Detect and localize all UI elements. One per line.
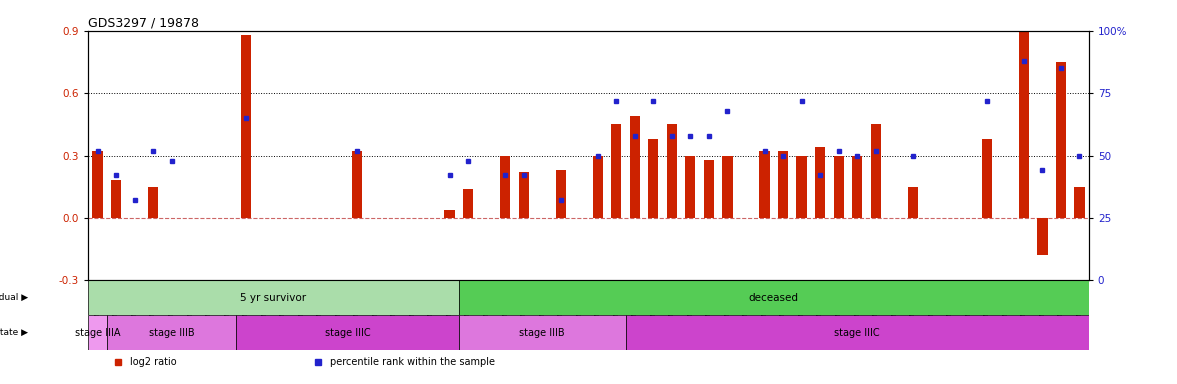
Bar: [852, 156, 863, 218]
Bar: [907, 187, 918, 218]
Bar: [797, 156, 806, 218]
Bar: [667, 124, 677, 218]
Text: log2 ratio: log2 ratio: [131, 357, 177, 367]
Text: deceased: deceased: [749, 293, 799, 303]
Bar: [1037, 218, 1048, 255]
Bar: [630, 116, 640, 218]
Bar: [107, 315, 237, 350]
Bar: [611, 124, 621, 218]
Text: individual ▶: individual ▶: [0, 293, 28, 302]
Text: stage IIIC: stage IIIC: [325, 328, 371, 338]
Bar: [593, 156, 603, 218]
Text: stage IIIB: stage IIIB: [148, 328, 194, 338]
Bar: [88, 315, 107, 350]
Text: percentile rank within the sample: percentile rank within the sample: [331, 357, 496, 367]
Bar: [759, 151, 770, 218]
Text: disease state ▶: disease state ▶: [0, 328, 28, 337]
Text: stage IIIC: stage IIIC: [834, 328, 880, 338]
Bar: [445, 210, 454, 218]
Bar: [833, 156, 844, 218]
Text: stage IIIB: stage IIIB: [519, 328, 565, 338]
Bar: [240, 35, 251, 218]
Bar: [685, 156, 696, 218]
Bar: [723, 156, 732, 218]
Bar: [93, 151, 102, 218]
Bar: [148, 187, 158, 218]
Bar: [1075, 187, 1084, 218]
Bar: [625, 315, 1089, 350]
Bar: [352, 151, 363, 218]
Bar: [111, 180, 121, 218]
Bar: [778, 151, 789, 218]
Bar: [556, 170, 566, 218]
Bar: [1056, 62, 1066, 218]
Bar: [88, 280, 459, 315]
Bar: [519, 172, 528, 218]
Bar: [1019, 31, 1029, 218]
Bar: [649, 139, 658, 218]
Bar: [463, 189, 473, 218]
Bar: [459, 315, 625, 350]
Bar: [459, 280, 1089, 315]
Text: 5 yr survivor: 5 yr survivor: [240, 293, 306, 303]
Bar: [500, 156, 510, 218]
Text: stage IIIA: stage IIIA: [75, 328, 120, 338]
Text: GDS3297 / 19878: GDS3297 / 19878: [88, 17, 199, 30]
Bar: [871, 124, 880, 218]
Bar: [237, 315, 459, 350]
Bar: [704, 160, 714, 218]
Bar: [982, 139, 992, 218]
Bar: [814, 147, 825, 218]
